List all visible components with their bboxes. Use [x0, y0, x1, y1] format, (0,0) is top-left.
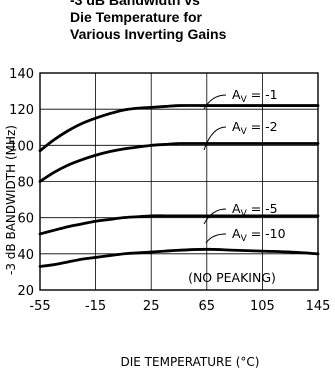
gain-pointer-1 — [203, 94, 227, 110]
y-tick-label: 20 — [17, 284, 34, 299]
series-lines — [38, 104, 320, 268]
x-axis-label: DIE TEMPERATURE (°C) — [121, 355, 260, 369]
gain-pointer-4 — [205, 233, 227, 244]
y-tick-label: 140 — [9, 67, 34, 82]
y-tick-label: 100 — [9, 139, 34, 154]
gain-label-4: AV = -10 — [232, 226, 286, 244]
y-tick-label: 80 — [17, 176, 34, 191]
gain-label-2: AV = -2 — [232, 119, 278, 137]
gain-label-1: AV = -1 — [232, 87, 278, 105]
y-tick-label: 120 — [9, 103, 34, 118]
gain-pointer-3 — [203, 208, 227, 225]
chart-title-line-3: Various Inverting Gains — [70, 26, 227, 42]
series-line-4 — [38, 247, 320, 268]
y-tick-label: 60 — [17, 212, 34, 227]
x-tick-label: 105 — [250, 299, 275, 314]
y-axis-label: -3 dB BANDWIDTH (MHz) — [4, 125, 18, 275]
grid — [39, 72, 319, 291]
annotations: AV = -1 AV = -2 AV = -5 AV = -10 (NO PEAKING… — [188, 87, 286, 285]
gain-pointer-2 — [203, 126, 227, 151]
x-tick-label: 65 — [199, 299, 216, 314]
x-tick-label: 145 — [306, 299, 331, 314]
chart-title-line-1: -3 dB Bandwidth vs — [70, 0, 200, 8]
x-tick-label: -15 — [85, 299, 106, 314]
no-peaking-note: (NO PEAKING) — [188, 270, 276, 285]
gain-label-3: AV = -5 — [232, 201, 278, 219]
chart-title: -3 dB Bandwidth vs Die Temperature for V… — [70, 0, 310, 43]
chart-title-line-2: Die Temperature for — [70, 9, 202, 25]
series-line-3 — [38, 214, 320, 236]
y-tick-label: 40 — [17, 248, 34, 263]
tick-labels: -55 -15 25 65 105 145 20 40 60 80 100 120 140 — [9, 67, 330, 314]
series-line-1 — [38, 104, 320, 153]
series-line-2 — [38, 142, 320, 183]
x-tick-label: 25 — [143, 299, 160, 314]
x-tick-label: -55 — [29, 299, 50, 314]
